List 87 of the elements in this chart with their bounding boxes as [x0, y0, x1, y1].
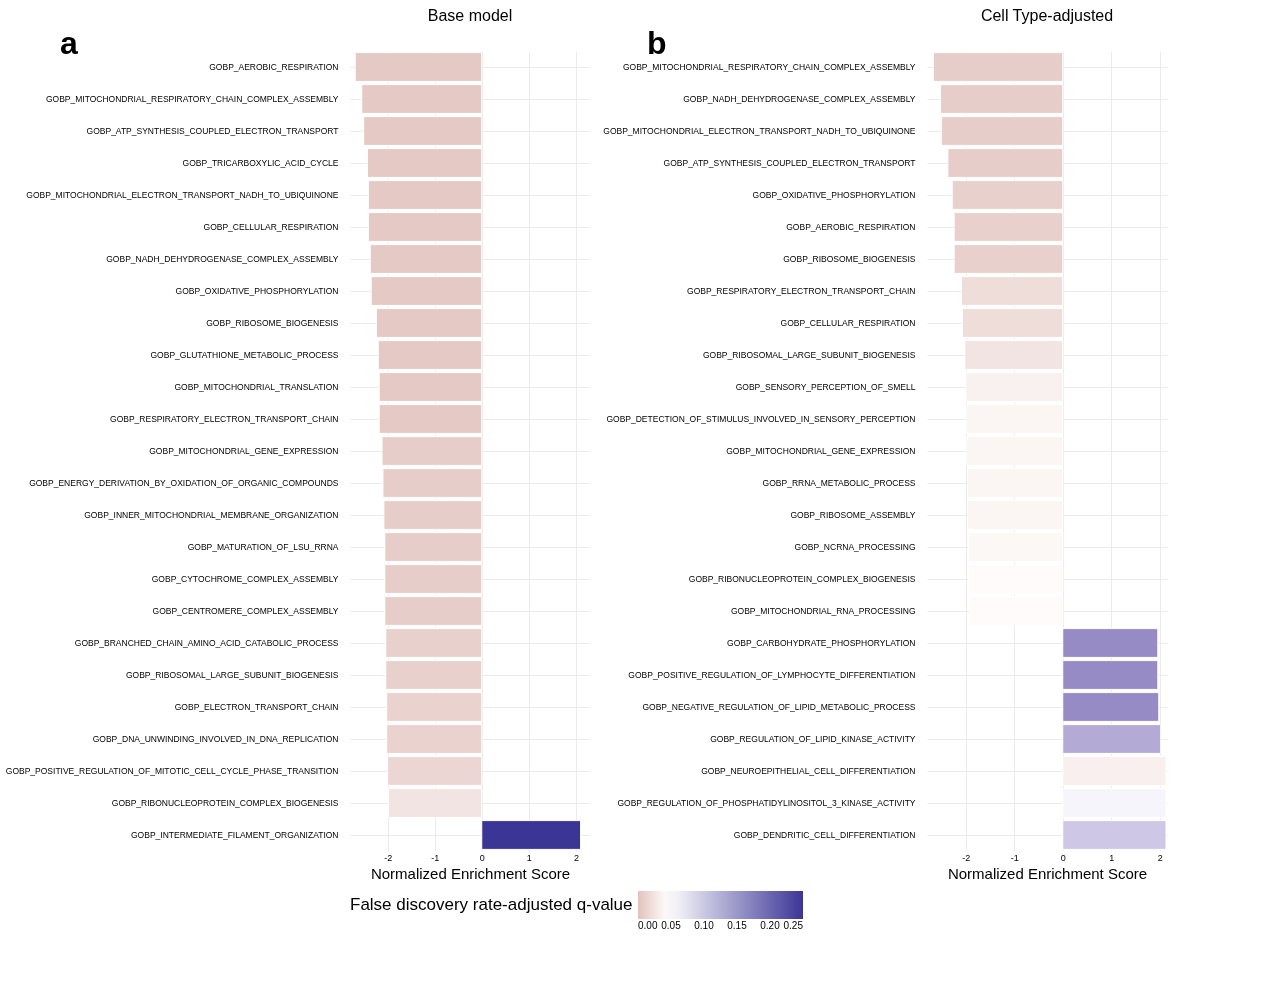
y-tick-label: GOBP_RESPIRATORY_ELECTRON_TRANSPORT_CHAIN [110, 414, 339, 424]
color-bar-label: 0.20 [760, 920, 781, 931]
y-tick-label: GOBP_ELECTRON_TRANSPORT_CHAIN [174, 702, 339, 712]
y-tick-label: GOBP_BRANCHED_CHAIN_AMINO_ACID_CATABOLIC_PROCESS [74, 638, 339, 648]
bar [953, 244, 1064, 274]
y-tick-label: GOBP_NADH_DEHYDROGENASE_COMPLEX_ASSEMBLY [683, 94, 916, 104]
y-tick-label: GOBP_CELLULAR_RESPIRATION [780, 318, 916, 328]
x-tick-label: -2 [962, 852, 971, 863]
y-tick-label: GOBP_ATP_SYNTHESIS_COUPLED_ELECTRON_TRANSPORT [86, 126, 339, 136]
color-bar-label: 0.00 [638, 920, 658, 931]
y-tick-label: GOBP_RESPIRATORY_ELECTRON_TRANSPORT_CHAIN [687, 286, 916, 296]
y-tick-label: GOBP_RIBONUCLEOPROTEIN_COMPLEX_BIOGENESIS [111, 798, 339, 808]
bar [1062, 820, 1167, 850]
y-tick-label: GOBP_MITOCHONDRIAL_RNA_PROCESSING [730, 606, 916, 616]
bar [1062, 692, 1160, 722]
y-tick-label: GOBP_CYTOCHROME_COMPLEX_ASSEMBLY [151, 574, 339, 584]
bar [1062, 628, 1159, 658]
color-bar-label: 0.05 [661, 920, 682, 931]
bar [941, 116, 1064, 146]
y-tick-label: GOBP_NEUROEPITHELIAL_CELL_DIFFERENTIATION [701, 766, 916, 776]
y-tick-label: GOBP_DETECTION_OF_STIMULUS_INVOLVED_IN_SENSORY_PERCEPTION [606, 414, 916, 424]
color-bar-label: 0.15 [727, 920, 748, 931]
chart-title: Cell Type-adjusted [980, 7, 1114, 24]
color-bar-label: 0.25 [783, 920, 804, 931]
y-tick-label: GOBP_TRICARBOXYLIC_ACID_CYCLE [182, 158, 339, 168]
bar [932, 52, 1064, 82]
y-tick-label: GOBP_MITOCHONDRIAL_ELECTRON_TRANSPORT_NADH_TO_UBIQUINONE [603, 126, 916, 136]
y-tick-label: GOBP_MITOCHONDRIAL_ELECTRON_TRANSPORT_NADH_TO_UBIQUINONE [26, 190, 339, 200]
y-tick-label: GOBP_CENTROMERE_COMPLEX_ASSEMBLY [152, 606, 339, 616]
y-tick-label: GOBP_OXIDATIVE_PHOSPHORYLATION [752, 190, 916, 200]
y-tick-label: GOBP_AEROBIC_RESPIRATION [209, 62, 339, 72]
bar [953, 212, 1064, 242]
x-tick-label: 2 [573, 852, 579, 863]
y-tick-label: GOBP_MITOCHONDRIAL_GENE_EXPRESSION [149, 446, 339, 456]
x-tick-label: 0 [1060, 852, 1066, 863]
bar [1062, 660, 1159, 690]
y-tick-label: GOBP_RIBOSOMAL_LARGE_SUBUNIT_BIOGENESIS [125, 670, 339, 680]
y-tick-label: GOBP_DNA_UNWINDING_INVOLVED_IN_DNA_REPLICATION [92, 734, 339, 744]
y-tick-label: GOBP_REGULATION_OF_PHOSPHATIDYLINOSITOL_3_KINASE_ACTIVITY [617, 798, 916, 808]
y-tick-label: GOBP_DENDRITIC_CELL_DIFFERENTIATION [733, 830, 916, 840]
x-tick-label: -1 [1010, 852, 1019, 863]
y-tick-label: GOBP_MITOCHONDRIAL_RESPIRATORY_CHAIN_COMPLEX_ASSEMBLY [622, 62, 916, 72]
color-bar-title: False discovery rate-adjusted q-value [350, 895, 633, 914]
y-tick-label: GOBP_POSITIVE_REGULATION_OF_MITOTIC_CELL_CYCLE_PHASE_TRANSITION [5, 766, 339, 776]
y-tick-label: GOBP_MITOCHONDRIAL_RESPIRATORY_CHAIN_COMPLEX_ASSEMBLY [45, 94, 339, 104]
y-tick-label: GOBP_RIBOSOMAL_LARGE_SUBUNIT_BIOGENESIS [702, 350, 916, 360]
y-tick-label: GOBP_REGULATION_OF_LIPID_KINASE_ACTIVITY [710, 734, 916, 744]
x-tick-label: 2 [1157, 852, 1163, 863]
text: b [647, 25, 667, 61]
bar [940, 84, 1064, 114]
x-axis-title: Normalized Enrichment Score [947, 864, 1148, 882]
x-tick-label: -2 [384, 852, 393, 863]
y-tick-label: GOBP_NCRNA_PROCESSING [794, 542, 916, 552]
y-tick-label: GOBP_AEROBIC_RESPIRATION [786, 222, 916, 232]
y-tick-label: GOBP_RIBOSOME_BIOGENESIS [206, 318, 339, 328]
bar [961, 308, 1064, 338]
x-axis-title: Normalized Enrichment Score [370, 864, 571, 882]
color-bar-label: 0.10 [694, 920, 715, 931]
bar [951, 180, 1064, 210]
x-tick-label: 1 [526, 852, 532, 863]
bar [960, 276, 1064, 306]
y-tick-label: GOBP_NADH_DEHYDROGENASE_COMPLEX_ASSEMBLY [106, 254, 339, 264]
text: a [60, 25, 78, 61]
y-tick-label: GOBP_RIBOSOME_BIOGENESIS [783, 254, 916, 264]
y-tick-label: GOBP_MITOCHONDRIAL_TRANSLATION [174, 382, 339, 392]
y-tick-label: GOBP_OXIDATIVE_PHOSPHORYLATION [175, 286, 339, 296]
bar [1062, 724, 1162, 754]
y-tick-label: GOBP_INNER_MITOCHONDRIAL_MEMBRANE_ORGANIZATION [84, 510, 339, 520]
chart-title: Base model [427, 7, 513, 24]
y-tick-label: GOBP_MATURATION_OF_LSU_RRNA [187, 542, 339, 552]
x-tick-label: -1 [431, 852, 440, 863]
x-tick-label: 1 [1109, 852, 1115, 863]
y-tick-label: GOBP_GLUTATHIONE_METABOLIC_PROCESS [150, 350, 339, 360]
y-tick-label: GOBP_INTERMEDIATE_FILAMENT_ORGANIZATION [131, 830, 339, 840]
y-tick-label: GOBP_RIBONUCLEOPROTEIN_COMPLEX_BIOGENESIS [688, 574, 916, 584]
y-tick-label: GOBP_CELLULAR_RESPIRATION [203, 222, 339, 232]
y-tick-label: GOBP_CARBOHYDRATE_PHOSPHORYLATION [727, 638, 916, 648]
y-tick-label: GOBP_SENSORY_PERCEPTION_OF_SMELL [735, 382, 916, 392]
y-tick-label: GOBP_RIBOSOME_ASSEMBLY [790, 510, 916, 520]
x-tick-label: 0 [479, 852, 485, 863]
y-tick-label: GOBP_ENERGY_DERIVATION_BY_OXIDATION_OF_ORGANIC_COMPOUNDS [29, 478, 339, 488]
bar [947, 148, 1064, 178]
y-tick-label: GOBP_NEGATIVE_REGULATION_OF_LIPID_METABOLIC_PROCESS [642, 702, 916, 712]
y-tick-label: GOBP_POSITIVE_REGULATION_OF_LYMPHOCYTE_DIFFERENTIATION [628, 670, 916, 680]
y-tick-label: GOBP_MITOCHONDRIAL_GENE_EXPRESSION [726, 446, 916, 456]
y-tick-label: GOBP_RRNA_METABOLIC_PROCESS [762, 478, 916, 488]
y-tick-label: GOBP_ATP_SYNTHESIS_COUPLED_ELECTRON_TRANSPORT [663, 158, 916, 168]
